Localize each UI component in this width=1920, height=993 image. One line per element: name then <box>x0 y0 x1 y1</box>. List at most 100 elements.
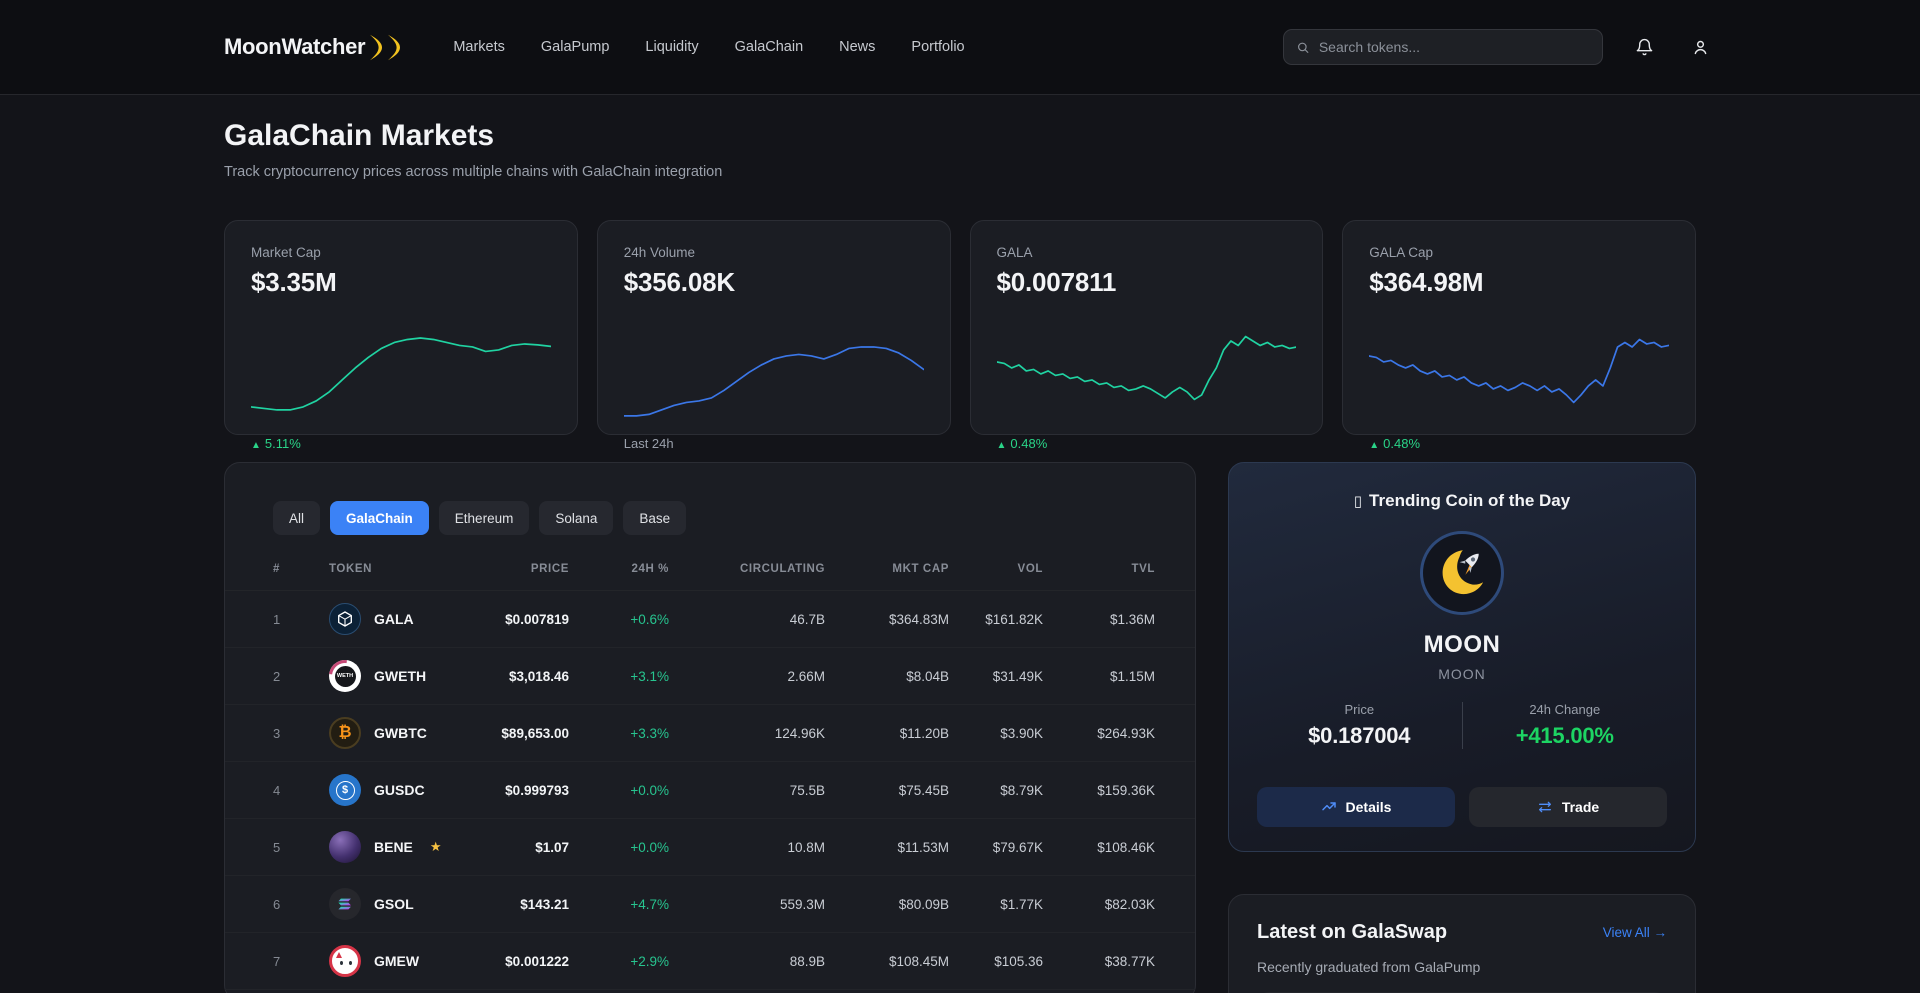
column-header-vol: VOL <box>1017 562 1043 575</box>
trending-price-row: Price $0.187004 24h Change +415.00% <box>1257 702 1667 749</box>
filter-tab-ethereum[interactable]: Ethereum <box>438 501 530 535</box>
column-header--: # <box>273 562 280 575</box>
gweth-icon: WETH <box>329 660 361 692</box>
table-header-row: # TOKEN PRICE 24H % CIRCULATING MKT CAP VOL TVL <box>225 547 1195 591</box>
table-row-gsol[interactable]: 6 GSOL $143.21 +4.7% 559.3M $80.09B $1.77K $82.… <box>225 876 1195 933</box>
table-row-bene[interactable]: 5 BENE ★ $1.07 +0.0% 10.8M $11.53M $79.67K $108.… <box>225 819 1195 876</box>
vol-cell: $79.67K <box>992 839 1043 855</box>
stat-value: $364.98M <box>1369 267 1484 297</box>
tvl-cell: $159.36K <box>1097 782 1155 798</box>
circulating-cell: 10.8M <box>787 839 825 855</box>
bene-icon <box>329 831 361 863</box>
price-label: Price <box>1344 702 1375 717</box>
price-cell: $3,018.46 <box>508 668 569 684</box>
view-all-link[interactable]: View All → <box>1602 925 1667 940</box>
mktcap-cell: $80.09B <box>898 896 949 912</box>
stat-value: $0.007811 <box>996 267 1117 297</box>
token-cell: GSOL <box>329 888 451 920</box>
price-cell: $0.001222 <box>505 953 569 969</box>
tvl-cell: $82.03K <box>1104 896 1155 912</box>
stat-label: GALA Cap <box>1369 245 1434 260</box>
table-row-gweth[interactable]: 2 WETH GWETH $3,018.46 +3.1% 2.66M $8.04B $31.4… <box>225 648 1195 705</box>
token-cell: $ GUSDC <box>329 774 451 806</box>
change-cell: +0.6% <box>630 611 669 627</box>
rank-cell: 2 <box>273 668 281 684</box>
up-arrow-icon: ▲ <box>1369 439 1380 451</box>
stat-cards: Market Cap $3.35M ▲ 5.11% 24h Volume $356.08K… <box>224 220 1696 451</box>
token-cell: BENE ★ <box>329 831 451 863</box>
vol-cell: $1.77K <box>1000 896 1043 912</box>
token-cell: WETH GWETH <box>329 660 451 692</box>
rank-cell: 5 <box>273 839 281 855</box>
star-icon[interactable]: ★ <box>429 839 442 854</box>
galaswap-panel: Latest on GalaSwap View All → Recently g… <box>1228 894 1696 993</box>
change-cell: +0.0% <box>630 839 669 855</box>
galaswap-subtitle: Recently graduated from GalaPump <box>1257 959 1481 975</box>
price-cell: $0.999793 <box>505 782 569 798</box>
filter-tab-galachain[interactable]: GalaChain <box>330 501 429 535</box>
trending-emoji-placeholder: ▯ <box>1353 493 1363 510</box>
details-button[interactable]: Details <box>1257 787 1455 827</box>
gusdc-icon: $ <box>329 774 361 806</box>
filter-tab-solana[interactable]: Solana <box>539 501 614 535</box>
nav-item-news[interactable]: News <box>839 39 876 55</box>
sparkline-chart <box>624 308 924 428</box>
nav-item-portfolio[interactable]: Portfolio <box>911 39 965 55</box>
table-row-gmew[interactable]: 7 GMEW $0.001222 +2.9% 88.9B $108.45M $105.36 $… <box>225 933 1195 990</box>
vol-cell: $8.79K <box>1000 782 1043 798</box>
mktcap-cell: $11.53M <box>897 839 949 855</box>
token-symbol: BENE <box>374 839 413 855</box>
column-header-token: TOKEN <box>329 562 373 575</box>
profile-button[interactable] <box>1685 32 1715 62</box>
search-input[interactable] <box>1318 39 1590 55</box>
rank-cell: 3 <box>273 725 281 741</box>
table-row-gala[interactable]: 1 GALA $0.007819 +0.6% 46.7B $364.83M $161.82K… <box>225 591 1195 648</box>
stat-card-market-cap: Market Cap $3.35M ▲ 5.11% <box>224 220 578 451</box>
crescent-moon-icon <box>388 34 401 60</box>
stat-card-gala: GALA $0.007811 ▲ 0.48% <box>969 220 1324 451</box>
gsol-icon <box>329 888 361 920</box>
page-title: GalaChain Markets <box>224 119 495 152</box>
tvl-cell: $264.93K <box>1097 725 1155 741</box>
tvl-cell: $108.46K <box>1097 839 1155 855</box>
token-symbol: GSOL <box>374 896 414 912</box>
circulating-cell: 46.7B <box>789 611 825 627</box>
search-box[interactable] <box>1283 29 1603 65</box>
stat-card-gala-cap: GALA Cap $364.98M ▲ 0.48% <box>1342 220 1696 451</box>
nav-item-markets[interactable]: Markets <box>453 39 505 55</box>
vol-cell: $105.36 <box>994 953 1043 969</box>
swap-arrows-icon <box>1538 801 1551 813</box>
top-navbar: MoonWatcher Markets GalaPump Liquidity Gala… <box>0 0 1920 95</box>
rank-cell: 6 <box>273 896 281 912</box>
notifications-button[interactable] <box>1629 32 1659 62</box>
table-row-gusdc[interactable]: 4 $ GUSDC $0.999793 +0.0% 75.5B $75.45B $8.79K $… <box>225 762 1195 819</box>
chain-filter-tabs: All GalaChain Ethereum Solana Base <box>273 501 1147 535</box>
filter-tab-base[interactable]: Base <box>623 501 687 535</box>
mktcap-cell: $108.45M <box>888 953 949 969</box>
price-cell: $1.07 <box>535 839 569 855</box>
search-icon <box>1298 42 1309 53</box>
circulating-cell: 2.66M <box>787 668 825 684</box>
stat-value: $3.35M <box>251 267 337 297</box>
nav-item-liquidity[interactable]: Liquidity <box>645 39 699 55</box>
change-cell: +3.3% <box>630 725 669 741</box>
gwbtc-icon: ₿ <box>329 717 361 749</box>
vol-cell: $3.90K <box>1000 725 1043 741</box>
app-logo[interactable]: MoonWatcher <box>224 34 401 61</box>
filter-tab-all[interactable]: All <box>273 501 321 535</box>
table-row-gwbtc[interactable]: 3 ₿ GWBTC $89,653.00 +3.3% 124.96K $11.20B $3.9… <box>225 705 1195 762</box>
change-label: 24h Change <box>1529 702 1601 717</box>
gmew-icon <box>329 945 361 977</box>
stat-label: 24h Volume <box>623 245 696 260</box>
rank-cell: 1 <box>273 611 281 627</box>
details-button-label: Details <box>1345 799 1392 815</box>
mktcap-cell: $11.20B <box>899 725 949 741</box>
rank-cell: 7 <box>273 953 281 969</box>
trending-up-icon <box>1321 802 1336 811</box>
up-arrow-icon: ▲ <box>996 439 1007 451</box>
nav-item-galachain[interactable]: GalaChain <box>734 39 804 55</box>
trade-button[interactable]: Trade <box>1469 787 1667 827</box>
nav-item-galapump[interactable]: GalaPump <box>540 39 610 55</box>
trending-coin-panel: ▯ Trending Coin of the Day <box>1228 462 1696 852</box>
user-icon <box>1694 40 1706 54</box>
